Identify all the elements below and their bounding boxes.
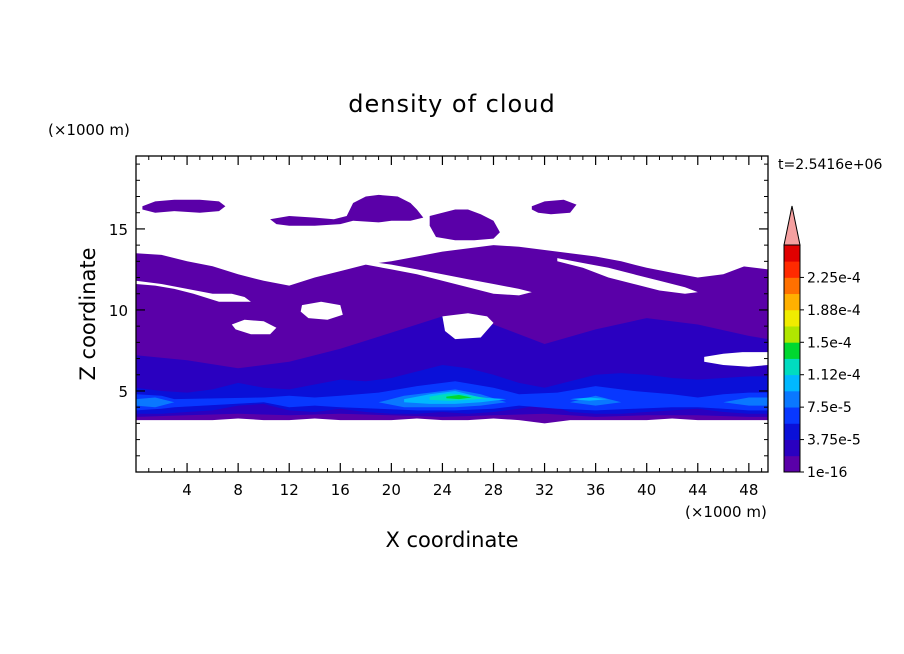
x-tick-label: 40 (637, 481, 656, 499)
colorbar-swatch (784, 261, 800, 278)
x-tick-label: 44 (688, 481, 707, 499)
colorbar-label: 1.12e-4 (807, 368, 861, 384)
colorbar-over-triangle (783, 205, 801, 246)
colorbar-swatch (784, 439, 800, 457)
x-axis-label: X coordinate (385, 528, 518, 552)
colorbar-swatch (784, 309, 800, 327)
x-tick-label: 36 (586, 481, 605, 499)
clear-air-region-2 (557, 258, 698, 294)
clear-air-region-1 (365, 261, 532, 296)
clear-air-region-6 (704, 352, 768, 367)
colorbar-swatch (784, 293, 800, 311)
time-label: t=2.5416e+06 (778, 157, 882, 173)
cloud-contour-7 (446, 395, 472, 400)
y-tick-label: 5 (118, 383, 128, 401)
colorbar-swatch (784, 342, 800, 359)
clear-air-region-4 (300, 301, 343, 320)
x-tick-label: 32 (535, 481, 554, 499)
upper-cloud-patch-1 (270, 194, 424, 226)
x-tick-label: 12 (280, 481, 299, 499)
x-tick-label: 8 (233, 481, 243, 499)
colorbar-label: 1e-16 (807, 465, 847, 481)
colorbar-swatch (784, 358, 800, 376)
upper-cloud-patch-2 (429, 209, 500, 241)
colorbar-swatch (784, 277, 800, 295)
colorbar-swatch (784, 245, 800, 262)
y-tick-label: 15 (109, 221, 128, 239)
upper-cloud-patch-0 (142, 199, 226, 213)
y-tick-label: 10 (109, 302, 128, 320)
clear-air-region-0 (136, 280, 251, 302)
x-tick-label: 4 (182, 481, 192, 499)
clear-air-region-3 (231, 319, 277, 335)
colorbar-label: 1.88e-4 (807, 303, 861, 319)
colorbar-label: 2.25e-4 (807, 270, 861, 286)
colorbar-swatch (784, 423, 800, 440)
colorbar-swatch (784, 455, 800, 473)
colorbar-swatch (784, 374, 800, 392)
colorbar-label: 7.5e-5 (807, 400, 852, 416)
chart-title: density of cloud (348, 90, 555, 118)
upper-cloud-patch-3 (531, 199, 577, 215)
x-tick-label: 28 (484, 481, 503, 499)
clear-air-region-5 (442, 313, 494, 340)
plot-frame (135, 155, 769, 473)
colorbar-label: 3.75e-5 (807, 433, 861, 449)
colorbar-frame (783, 244, 801, 473)
clear-air-region-7 (653, 227, 685, 241)
colorbar-swatch (784, 326, 800, 343)
y-axis-label: Z coordinate (76, 247, 100, 380)
clear-air-region-8 (729, 245, 768, 270)
x-tick-label: 16 (331, 481, 350, 499)
x-tick-label: 48 (739, 481, 758, 499)
colorbar-label: 1.5e-4 (807, 335, 852, 351)
colorbar-swatch (784, 407, 800, 424)
x-tick-label: 20 (382, 481, 401, 499)
x-tick-label: 24 (433, 481, 452, 499)
y-unit-label: (×1000 m) (48, 121, 130, 139)
plot-area (136, 194, 768, 424)
colorbar-swatch (784, 390, 800, 408)
x-unit-label: (×1000 m) (685, 503, 767, 521)
colorbar: 2.25e-4 1.88e-4 1.5e-4 1.12e-4 7.5e-5 3.75e-5… (783, 205, 861, 481)
